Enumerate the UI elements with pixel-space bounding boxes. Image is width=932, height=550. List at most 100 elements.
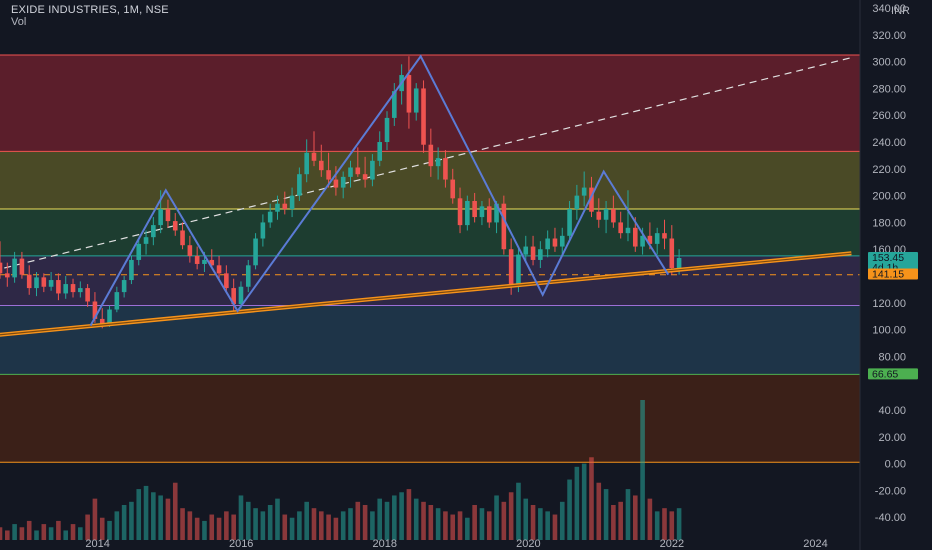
candle-body: [465, 200, 470, 226]
candle-body: [392, 91, 397, 118]
y-tick-label: 260.00: [872, 110, 906, 122]
volume-bar: [326, 514, 331, 540]
y-tick-label: -20.00: [875, 485, 906, 497]
candle-body: [0, 262, 3, 274]
candle-body: [340, 176, 346, 188]
candle-body: [202, 259, 207, 264]
candle-body: [428, 144, 434, 167]
volume-bar: [121, 505, 127, 540]
volume-bar: [99, 517, 105, 540]
y-tick-label: 20.00: [878, 432, 906, 444]
candle-body: [676, 258, 682, 268]
volume-bar: [501, 501, 507, 540]
volume-bar: [370, 511, 375, 540]
candle-body: [63, 284, 69, 294]
candle-body: [289, 195, 295, 210]
symbol-title[interactable]: EXIDE INDUSTRIES, 1M, NSE: [11, 4, 169, 16]
candle-body: [494, 203, 499, 223]
candle-body: [172, 221, 178, 231]
volume-bar: [355, 501, 361, 540]
candle-body: [552, 238, 558, 247]
volume-bar: [158, 495, 163, 540]
x-tick-label: 2016: [229, 538, 253, 550]
candle-body: [107, 309, 112, 325]
volume-bar: [34, 530, 39, 540]
volume-bar: [333, 517, 339, 540]
volume-bar: [136, 489, 142, 540]
volume-bar: [297, 511, 302, 540]
candle-body: [114, 292, 120, 310]
candle-body: [589, 187, 594, 212]
candle-body: [486, 206, 492, 223]
volume-bar: [318, 511, 324, 540]
candle-body: [318, 160, 324, 171]
candle-body: [355, 167, 361, 175]
y-tick-label: 120.00: [872, 298, 906, 310]
volume-bar: [85, 514, 90, 540]
candle-body: [194, 255, 200, 264]
volume-bar: [180, 508, 185, 540]
volume-bar: [406, 489, 412, 540]
candle-body: [654, 233, 660, 244]
candle-body: [41, 277, 47, 287]
volume-bar: [92, 498, 98, 540]
candle-body: [85, 288, 90, 302]
volume-bar: [545, 511, 550, 540]
candle-body: [457, 198, 463, 226]
volume-bar: [428, 505, 434, 540]
candle-body: [669, 238, 675, 268]
y-tick-label: 40.00: [878, 405, 906, 417]
candle-body: [545, 238, 550, 250]
volume-bar: [216, 517, 222, 540]
price-badge-value: 66.65: [872, 368, 898, 380]
candle-body: [209, 259, 215, 266]
candle-body: [640, 235, 645, 247]
volume-bar: [494, 495, 499, 540]
candle-body: [5, 273, 10, 278]
candle-body: [574, 195, 580, 210]
candle-body: [304, 152, 309, 175]
candle-body: [12, 258, 17, 278]
volume-bar: [443, 511, 448, 540]
candle-body: [611, 209, 616, 223]
x-tick-label: 2022: [660, 538, 684, 550]
candle-body: [632, 227, 638, 247]
volume-bar: [5, 530, 10, 540]
volume-bar: [450, 514, 456, 540]
candle-body: [647, 235, 653, 244]
candle-body: [78, 288, 83, 293]
candle-body: [245, 265, 251, 287]
volume-bar: [413, 498, 419, 540]
y-tick-label: -40.00: [875, 512, 906, 524]
candle-body: [180, 230, 185, 246]
volume-bar: [267, 505, 273, 540]
volume-bar: [304, 501, 309, 540]
volume-bar: [41, 524, 47, 540]
y-tick-label: 100.00: [872, 325, 906, 337]
candle-body: [26, 274, 32, 289]
candle-body: [238, 286, 244, 305]
volume-bar: [238, 495, 244, 540]
volume-bar: [56, 520, 61, 540]
volume-bar: [172, 482, 178, 540]
candle-body: [151, 225, 156, 238]
y-tick-label: 180.00: [872, 217, 906, 229]
x-tick-label: 2020: [516, 538, 540, 550]
candle-body: [501, 203, 507, 250]
y-tick-label: 220.00: [872, 164, 906, 176]
volume-bar: [253, 508, 258, 540]
volume-bar: [19, 527, 25, 540]
candle-body: [362, 174, 368, 180]
volume-bar: [340, 511, 346, 540]
x-tick-label: 2024: [803, 538, 827, 550]
candle-body: [523, 246, 529, 255]
volume-legend[interactable]: Vol: [11, 16, 27, 28]
y-tick-label: 0.00: [885, 459, 906, 471]
level-zone-2: [0, 209, 860, 256]
candle-body: [326, 170, 331, 180]
candle-body: [48, 280, 54, 287]
volume-bar: [523, 498, 529, 540]
y-tick-label: 280.00: [872, 83, 906, 95]
y-tick-label: 340.00: [872, 3, 906, 15]
